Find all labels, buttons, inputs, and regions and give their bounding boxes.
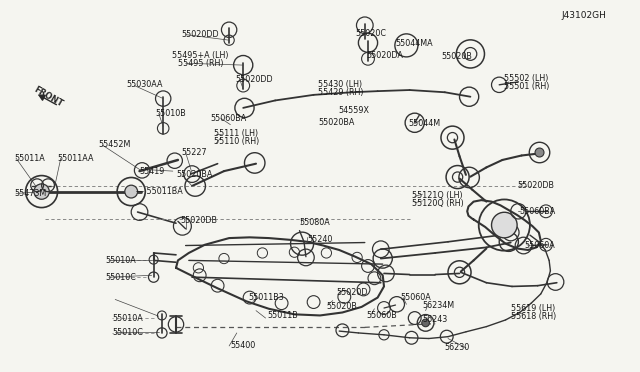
Text: 55020DB: 55020DB (517, 181, 554, 190)
Text: 55429 (RH): 55429 (RH) (318, 88, 364, 97)
Text: 55011A: 55011A (14, 154, 45, 163)
Text: 55020C: 55020C (355, 29, 386, 38)
Text: 55060A: 55060A (401, 293, 431, 302)
Text: 55060B: 55060B (367, 311, 397, 320)
Text: 55110 (RH): 55110 (RH) (214, 137, 260, 146)
Text: 55010C: 55010C (112, 328, 143, 337)
Text: 55240: 55240 (307, 235, 333, 244)
Text: 55010C: 55010C (106, 273, 136, 282)
Text: 55060A: 55060A (525, 241, 556, 250)
Text: 55020D: 55020D (337, 288, 368, 296)
Text: 56243: 56243 (422, 315, 447, 324)
Text: 55502 (LH): 55502 (LH) (504, 74, 548, 83)
Text: FRONT: FRONT (32, 85, 64, 109)
Text: 55501 (RH): 55501 (RH) (504, 82, 550, 91)
Text: 55010A: 55010A (112, 314, 143, 323)
Text: 55080A: 55080A (300, 218, 330, 227)
Text: J43102GH: J43102GH (562, 11, 607, 20)
Text: 55227: 55227 (181, 148, 207, 157)
Circle shape (422, 319, 429, 327)
Text: 54559X: 54559X (338, 106, 369, 115)
Text: 55020B: 55020B (442, 52, 472, 61)
Text: 55011AA: 55011AA (58, 154, 94, 163)
Text: 55120Q (RH): 55120Q (RH) (412, 199, 463, 208)
Text: 55020B: 55020B (326, 302, 357, 311)
Text: 55618 (RH): 55618 (RH) (511, 312, 556, 321)
Text: 55495 (RH): 55495 (RH) (178, 59, 223, 68)
Text: — 55011BA: — 55011BA (136, 187, 183, 196)
Circle shape (34, 184, 49, 199)
Text: 55495+A (LH): 55495+A (LH) (172, 51, 228, 60)
Text: 55473M: 55473M (14, 189, 46, 198)
Text: 55419: 55419 (140, 167, 165, 176)
Text: 55044M: 55044M (408, 119, 440, 128)
Text: 55020BA: 55020BA (319, 118, 355, 127)
Text: 55452M: 55452M (98, 140, 131, 149)
Text: 55121Q (LH): 55121Q (LH) (412, 191, 462, 200)
Text: 55011B3: 55011B3 (248, 293, 284, 302)
Circle shape (492, 212, 517, 238)
Text: 55060BA: 55060BA (210, 114, 246, 123)
Text: 55011B: 55011B (268, 311, 298, 320)
Text: 55619 (LH): 55619 (LH) (511, 304, 555, 312)
Text: 56230: 56230 (445, 343, 470, 352)
Text: 55400: 55400 (230, 341, 255, 350)
Text: 55060BA: 55060BA (520, 207, 556, 216)
Text: 55020BA: 55020BA (177, 170, 213, 179)
Text: 55111 (LH): 55111 (LH) (214, 129, 259, 138)
Text: 55030AA: 55030AA (127, 80, 163, 89)
Circle shape (535, 148, 544, 157)
Text: 55020DB: 55020DB (180, 216, 218, 225)
Text: 55010A: 55010A (106, 256, 136, 265)
Text: 55430 (LH): 55430 (LH) (318, 80, 362, 89)
Text: 56234M: 56234M (422, 301, 454, 310)
Text: 55010B: 55010B (155, 109, 186, 118)
Circle shape (125, 185, 138, 198)
Text: 55020DA: 55020DA (367, 51, 404, 60)
Text: 55020DD: 55020DD (236, 76, 273, 84)
Text: 55044MA: 55044MA (396, 39, 433, 48)
Text: 55020DD: 55020DD (181, 30, 219, 39)
